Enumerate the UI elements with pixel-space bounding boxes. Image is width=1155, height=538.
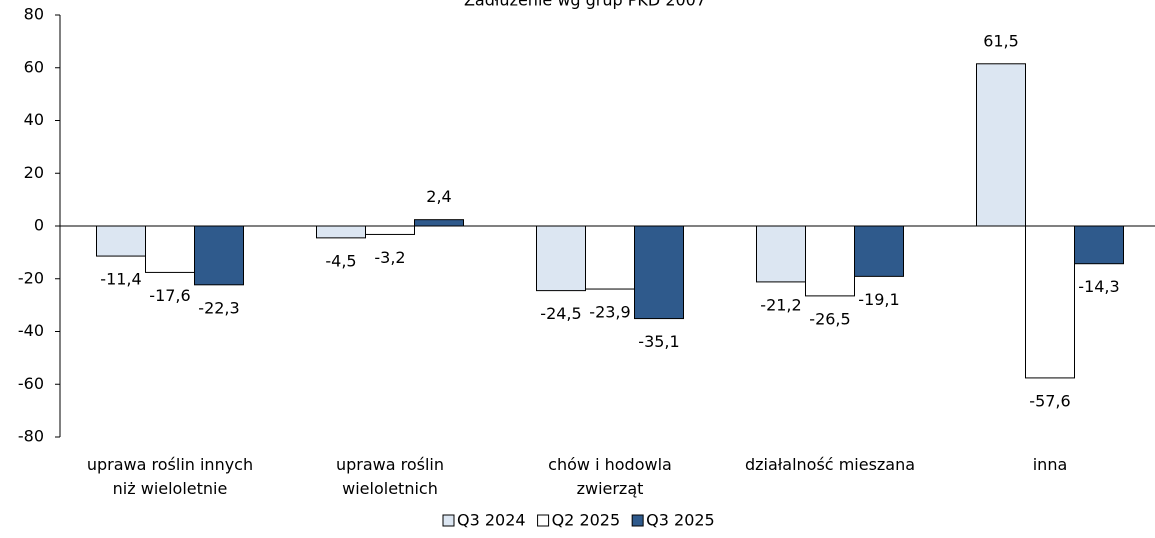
x-tick-label: inna xyxy=(1033,455,1068,474)
y-tick-label: 80 xyxy=(24,5,44,24)
legend-label: Q2 2025 xyxy=(552,511,621,530)
bar xyxy=(145,225,195,273)
bar xyxy=(976,63,1026,227)
y-tick-label: 40 xyxy=(24,110,44,129)
bar xyxy=(854,225,904,277)
y-tick-label: -60 xyxy=(18,374,44,393)
bar xyxy=(194,225,244,286)
value-label: -35,1 xyxy=(638,332,679,351)
bar xyxy=(585,225,635,290)
value-label: -14,3 xyxy=(1078,277,1119,296)
value-label: -17,6 xyxy=(149,286,190,305)
x-tick-label: chów i hodowla zwierząt xyxy=(548,455,672,498)
value-label: 61,5 xyxy=(983,31,1019,50)
chart-title: Zadłużenie wg grup PKD 2007 xyxy=(464,0,706,10)
value-label: -23,9 xyxy=(589,303,630,322)
bar xyxy=(756,225,806,283)
x-tick-label: uprawa roślin innych niż wieloletnie xyxy=(87,455,253,498)
value-label: -19,1 xyxy=(858,290,899,309)
bar xyxy=(536,225,586,292)
bar xyxy=(805,225,855,297)
x-tick-label: działalność mieszana xyxy=(745,455,915,474)
value-label: -11,4 xyxy=(100,270,141,289)
legend-label: Q3 2024 xyxy=(457,511,526,530)
value-label: -26,5 xyxy=(809,309,850,328)
y-tick-label: -80 xyxy=(18,427,44,446)
value-label: -57,6 xyxy=(1029,391,1070,410)
value-label: -4,5 xyxy=(325,251,356,270)
bar xyxy=(316,225,366,239)
value-label: -21,2 xyxy=(760,295,801,314)
value-label: 2,4 xyxy=(426,187,451,206)
y-tick-label: 20 xyxy=(24,163,44,182)
bar xyxy=(96,225,146,257)
x-tick-label: uprawa roślin wieloletnich xyxy=(336,455,444,498)
legend-label: Q3 2025 xyxy=(646,511,715,530)
y-tick-label: 0 xyxy=(34,216,44,235)
legend-swatch xyxy=(537,514,550,527)
legend-swatch xyxy=(631,514,644,527)
y-tick-label: -20 xyxy=(18,268,44,287)
bar xyxy=(634,225,684,320)
value-label: -3,2 xyxy=(374,248,405,267)
bar xyxy=(365,225,415,235)
bar xyxy=(1025,225,1075,379)
bar xyxy=(1074,225,1124,265)
y-tick-label: 60 xyxy=(24,57,44,76)
bar xyxy=(414,219,464,227)
y-tick-label: -40 xyxy=(18,321,44,340)
legend-swatch xyxy=(442,514,455,527)
value-label: -24,5 xyxy=(540,304,581,323)
value-label: -22,3 xyxy=(198,298,239,317)
